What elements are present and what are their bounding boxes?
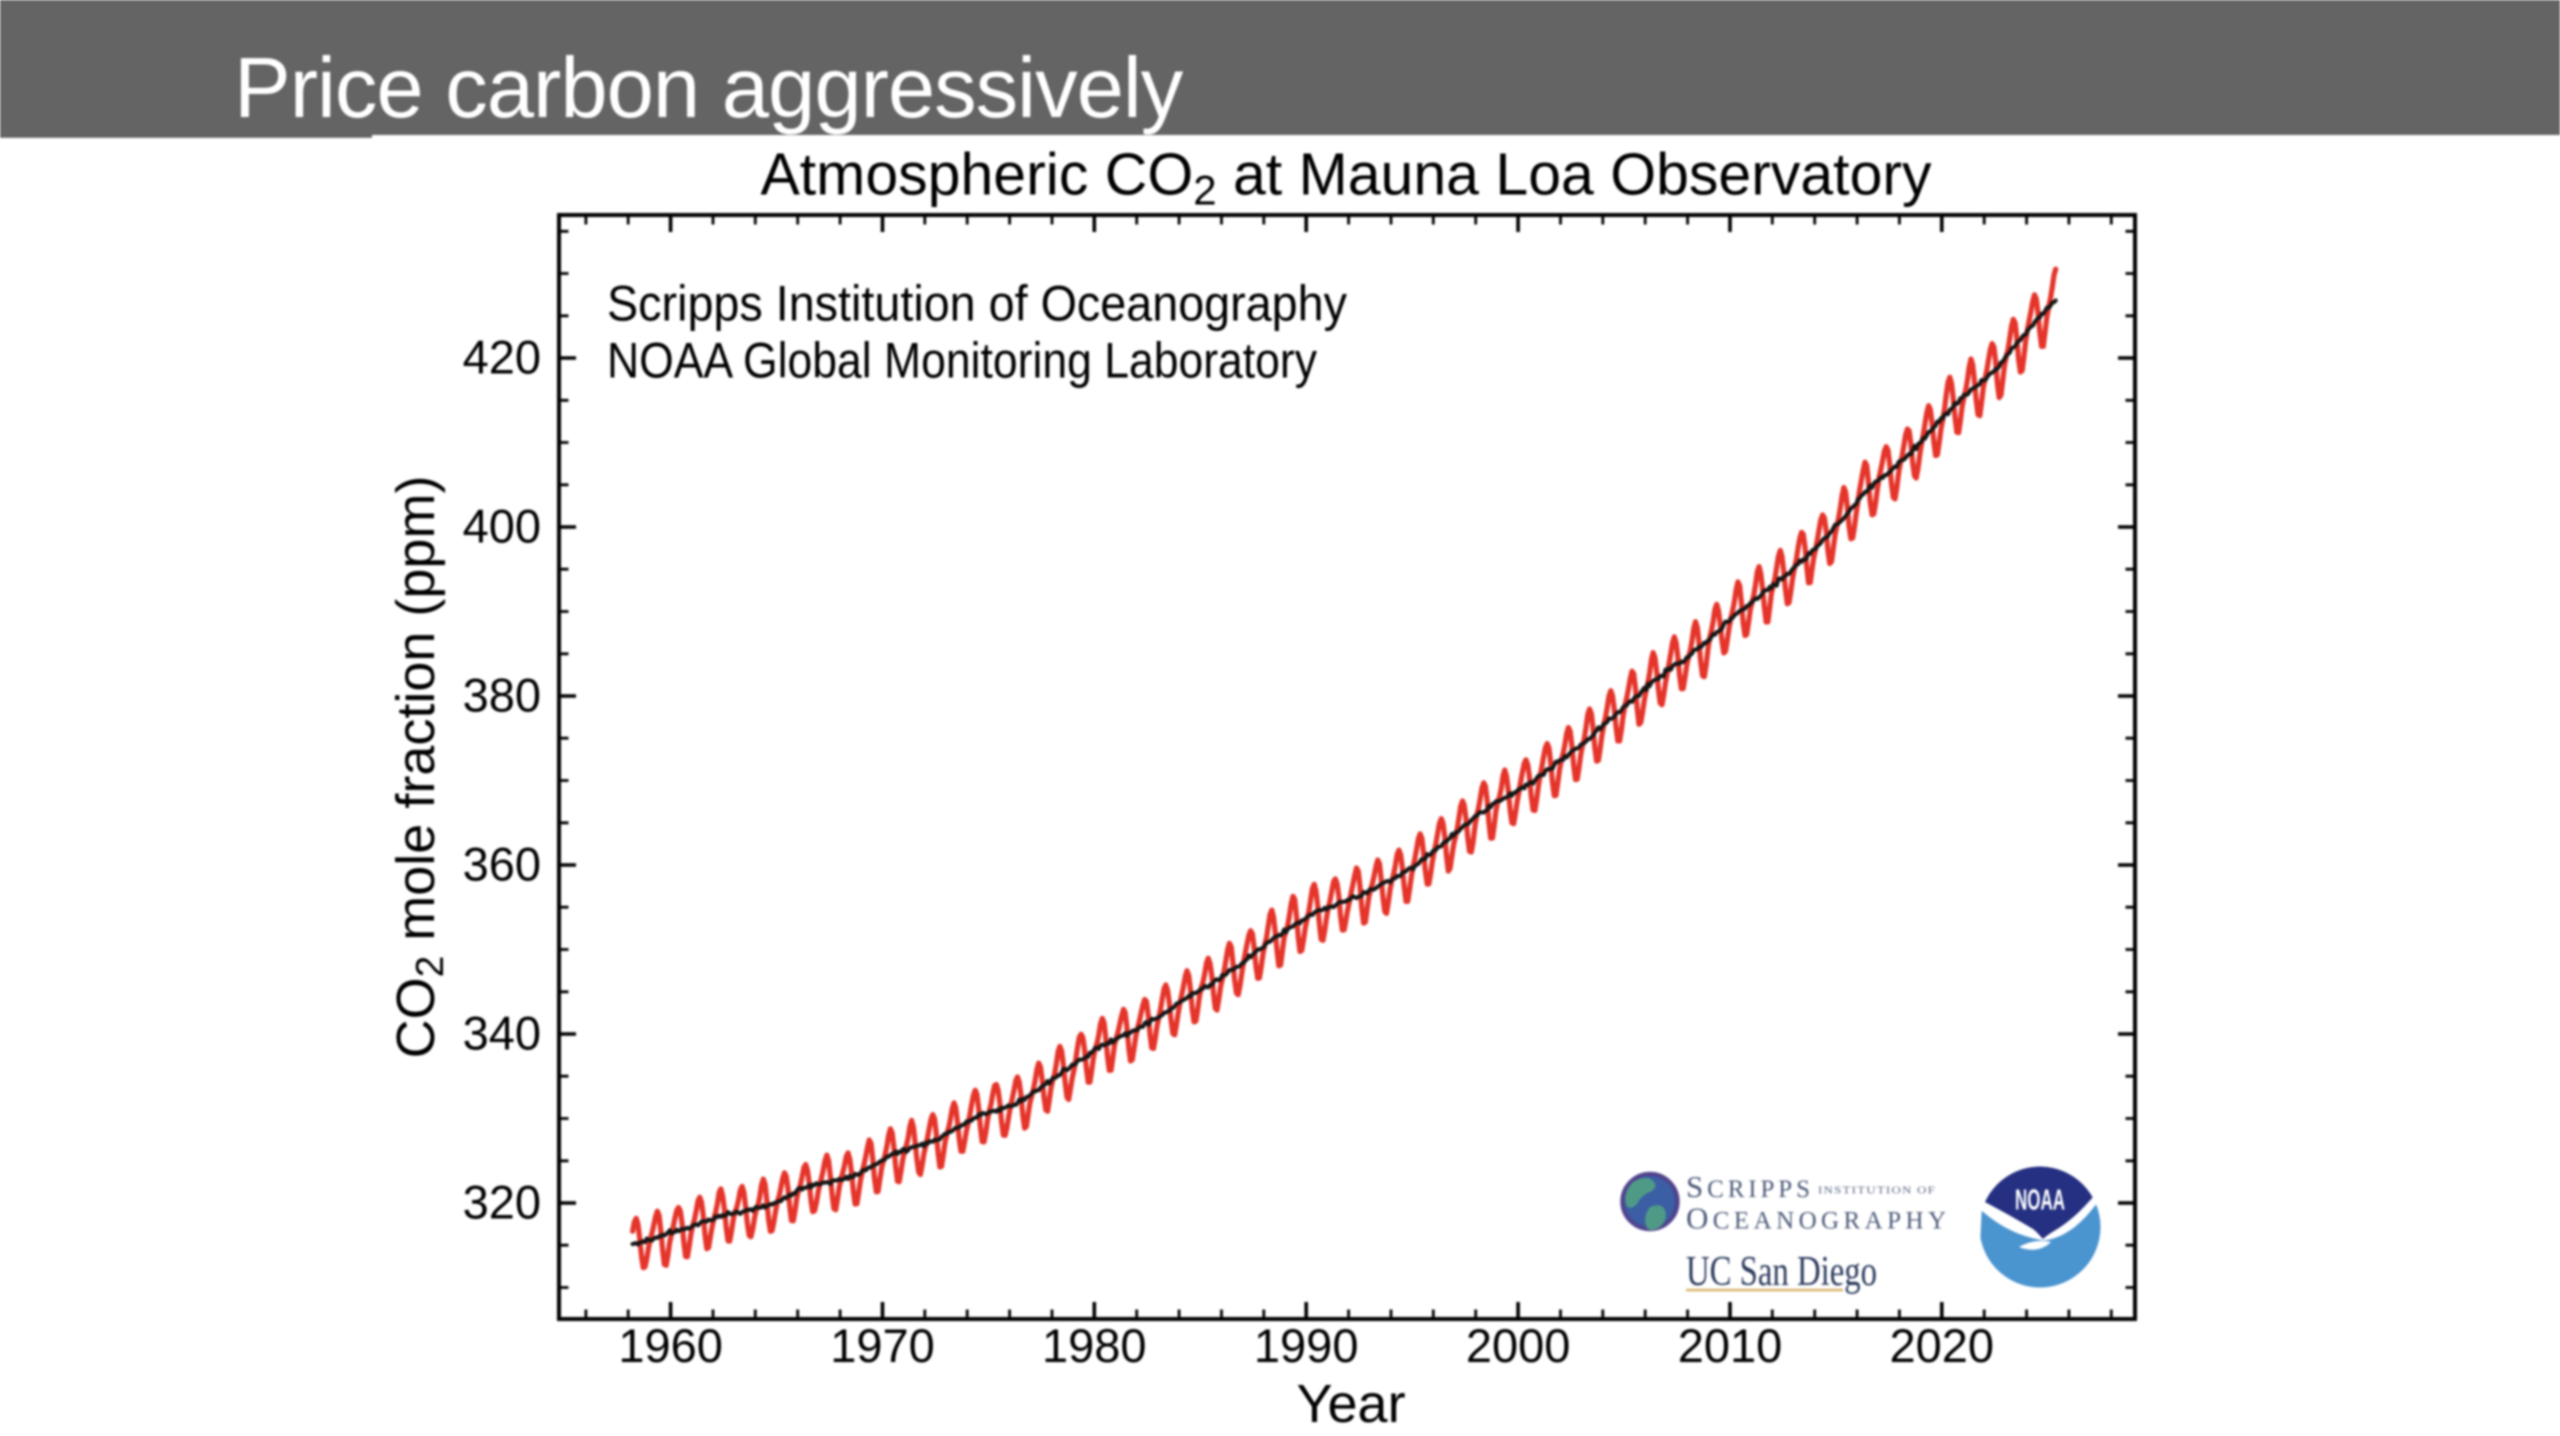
svg-text:NOAA: NOAA	[2015, 1185, 2065, 1217]
svg-text:2010: 2010	[1678, 1319, 1783, 1372]
svg-text:420: 420	[463, 331, 541, 384]
svg-text:1970: 1970	[830, 1319, 935, 1372]
svg-text:360: 360	[463, 838, 541, 891]
svg-text:400: 400	[463, 500, 541, 553]
svg-text:Year: Year	[1296, 1374, 1405, 1434]
svg-text:NOAA Global Monitoring Laborat: NOAA Global Monitoring Laboratory	[607, 333, 1317, 389]
svg-text:340: 340	[463, 1007, 541, 1060]
svg-text:320: 320	[463, 1176, 541, 1229]
svg-text:2020: 2020	[1890, 1319, 1995, 1372]
svg-text:Scripps Institution of Oceanog: Scripps Institution of Oceanography	[607, 276, 1347, 332]
svg-text:1990: 1990	[1254, 1319, 1359, 1372]
svg-text:INSTITUTION OF: INSTITUTION OF	[1818, 1186, 1936, 1197]
svg-text:1960: 1960	[618, 1319, 723, 1372]
svg-text:1980: 1980	[1042, 1319, 1147, 1372]
svg-text:UC San Diego: UC San Diego	[1686, 1249, 1877, 1295]
svg-text:Price carbon aggressively: Price carbon aggressively	[234, 41, 1184, 136]
svg-text:Atmospheric CO2 at Mauna Loa O: Atmospheric CO2 at Mauna Loa Observatory	[760, 141, 1932, 213]
svg-text:380: 380	[463, 669, 541, 722]
svg-text:2000: 2000	[1466, 1319, 1571, 1372]
